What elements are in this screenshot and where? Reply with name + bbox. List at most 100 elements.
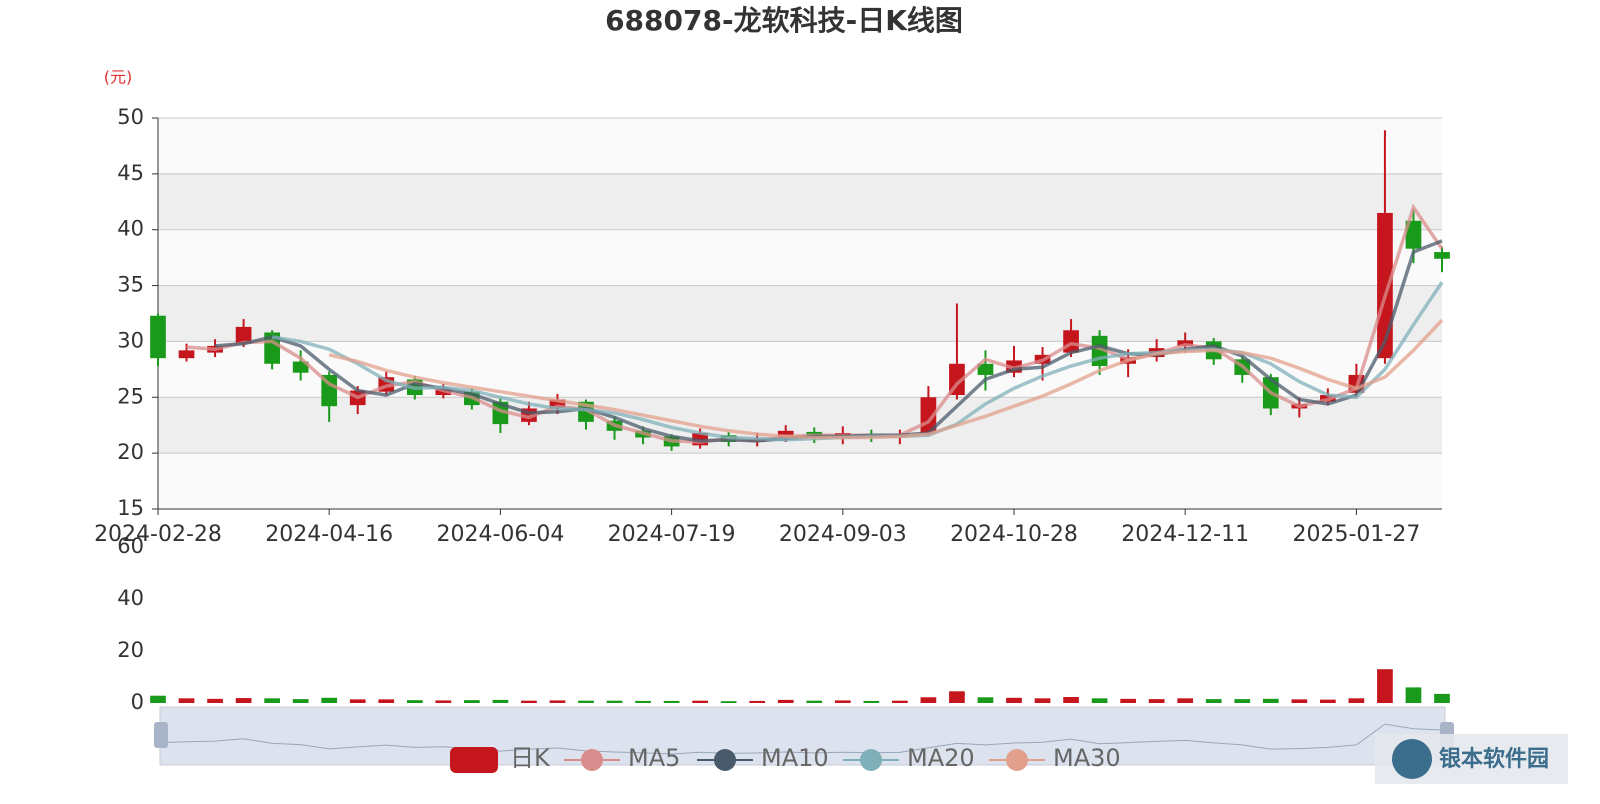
legend-swatch: [450, 747, 498, 773]
volume-bar: [178, 698, 195, 703]
grid-band: [158, 118, 1442, 174]
candle-body: [1434, 252, 1450, 259]
volume-bar: [1377, 669, 1393, 703]
volume-bar: [806, 700, 823, 703]
volume-bar: [1091, 698, 1108, 703]
y-tick-label: 25: [117, 384, 144, 408]
volume-bar: [1148, 699, 1165, 703]
volume-bar: [578, 700, 594, 703]
volume-bar: [378, 699, 395, 703]
legend-label: 日K: [510, 744, 551, 772]
volume-bar: [1177, 698, 1194, 703]
y-tick-label: 0: [131, 690, 144, 714]
volume-bar: [521, 700, 537, 703]
volume-bar: [949, 691, 965, 703]
volume-bar: [1434, 693, 1450, 703]
legend-label: MA5: [628, 744, 680, 772]
y-tick-label: 60: [117, 534, 144, 558]
volume-bar: [1034, 698, 1051, 703]
y-tick-label: 30: [117, 328, 144, 352]
candle-body: [549, 399, 566, 409]
candle-body: [150, 315, 166, 359]
legend-swatch: [714, 749, 736, 771]
volume-bar: [150, 695, 166, 703]
y-tick-label: 40: [117, 217, 144, 241]
candle-body: [777, 430, 794, 438]
y-tick-label: 20: [117, 638, 144, 662]
y-tick-label: 20: [117, 440, 144, 464]
watermark-logo: [1392, 739, 1432, 779]
volume-bar: [1405, 687, 1422, 703]
legend: 日K MA5 MA10 MA20 MA30: [450, 744, 1121, 773]
candle-body: [292, 361, 309, 373]
x-tick-label: 2024-09-03: [779, 522, 907, 547]
zoom-handle[interactable]: [154, 722, 168, 748]
x-tick-label: 2024-04-16: [265, 522, 393, 547]
y-tick-label: 50: [117, 105, 144, 129]
legend-swatch: [581, 749, 603, 771]
grid-band: [158, 285, 1442, 342]
y-axis-label: (元): [104, 68, 133, 87]
candle-body: [321, 374, 338, 407]
volume-bar: [349, 699, 366, 703]
volume-bar: [720, 701, 737, 703]
chart-title: 688078-龙软科技-日K线图: [605, 4, 963, 37]
volume-bar: [892, 700, 908, 703]
grid-band: [158, 229, 1442, 286]
volume-bar: [549, 700, 566, 703]
volume-bar: [207, 698, 223, 703]
plot-area: 15 20 25 30 35 40 45 50 2024-02-28 2024-04-16 2024…: [94, 105, 1450, 714]
volume-bar: [1006, 697, 1022, 703]
volume-bar: [863, 700, 880, 703]
volume-bar: [235, 698, 252, 703]
volume-bar: [1234, 699, 1251, 703]
candle-body: [1377, 212, 1393, 359]
candle-body: [977, 363, 994, 375]
legend-label: MA30: [1053, 744, 1121, 772]
volume-bar: [1205, 699, 1222, 703]
y-tick-label: 15: [117, 496, 144, 520]
volume-bar: [749, 700, 766, 703]
grid-band: [158, 453, 1442, 509]
volume-bar: [292, 699, 309, 703]
slider-preview: [157, 723, 1443, 755]
volume-bar: [464, 700, 480, 703]
volume-bar: [321, 697, 338, 703]
volume-bar: [606, 700, 623, 703]
volume-bar: [1063, 697, 1079, 703]
x-tick-label: 2024-10-28: [950, 522, 1078, 547]
volume-bar: [777, 699, 794, 703]
x-tick-label: 2024-02-28: [94, 522, 222, 547]
volume-bar: [1262, 698, 1279, 703]
candle-body: [1405, 220, 1422, 249]
grid-band: [158, 173, 1442, 230]
y-tick-label: 40: [117, 586, 144, 610]
y-tick-label: 35: [117, 273, 144, 297]
volume-bar: [1320, 699, 1336, 703]
volume-bar: [1120, 698, 1136, 703]
volume-bar: [1291, 699, 1308, 703]
x-tick-label: 2025-01-27: [1292, 522, 1420, 547]
volume-bar: [406, 700, 423, 703]
volume-bar: [920, 697, 937, 703]
volume-bar: [977, 697, 994, 703]
volume-bar: [435, 700, 452, 703]
x-tick-label: 2024-12-11: [1121, 522, 1249, 547]
candle-body: [235, 326, 252, 344]
volume-bar: [834, 700, 851, 703]
volume-bar: [663, 700, 680, 703]
volume-bar: [635, 700, 651, 703]
y-tick-label: 45: [117, 161, 144, 185]
volume-bar: [1348, 698, 1365, 703]
candle-body: [1063, 330, 1079, 353]
zoom-slider[interactable]: [159, 706, 1446, 766]
x-tick-label: 2024-06-04: [436, 522, 564, 547]
legend-swatch: [860, 749, 882, 771]
ma-line: [328, 319, 1444, 440]
x-tick-label: 2024-07-19: [608, 522, 736, 547]
legend-swatch: [1006, 749, 1028, 771]
grid-band: [158, 397, 1442, 454]
volume-bar: [264, 698, 280, 703]
legend-label: MA10: [761, 744, 829, 772]
